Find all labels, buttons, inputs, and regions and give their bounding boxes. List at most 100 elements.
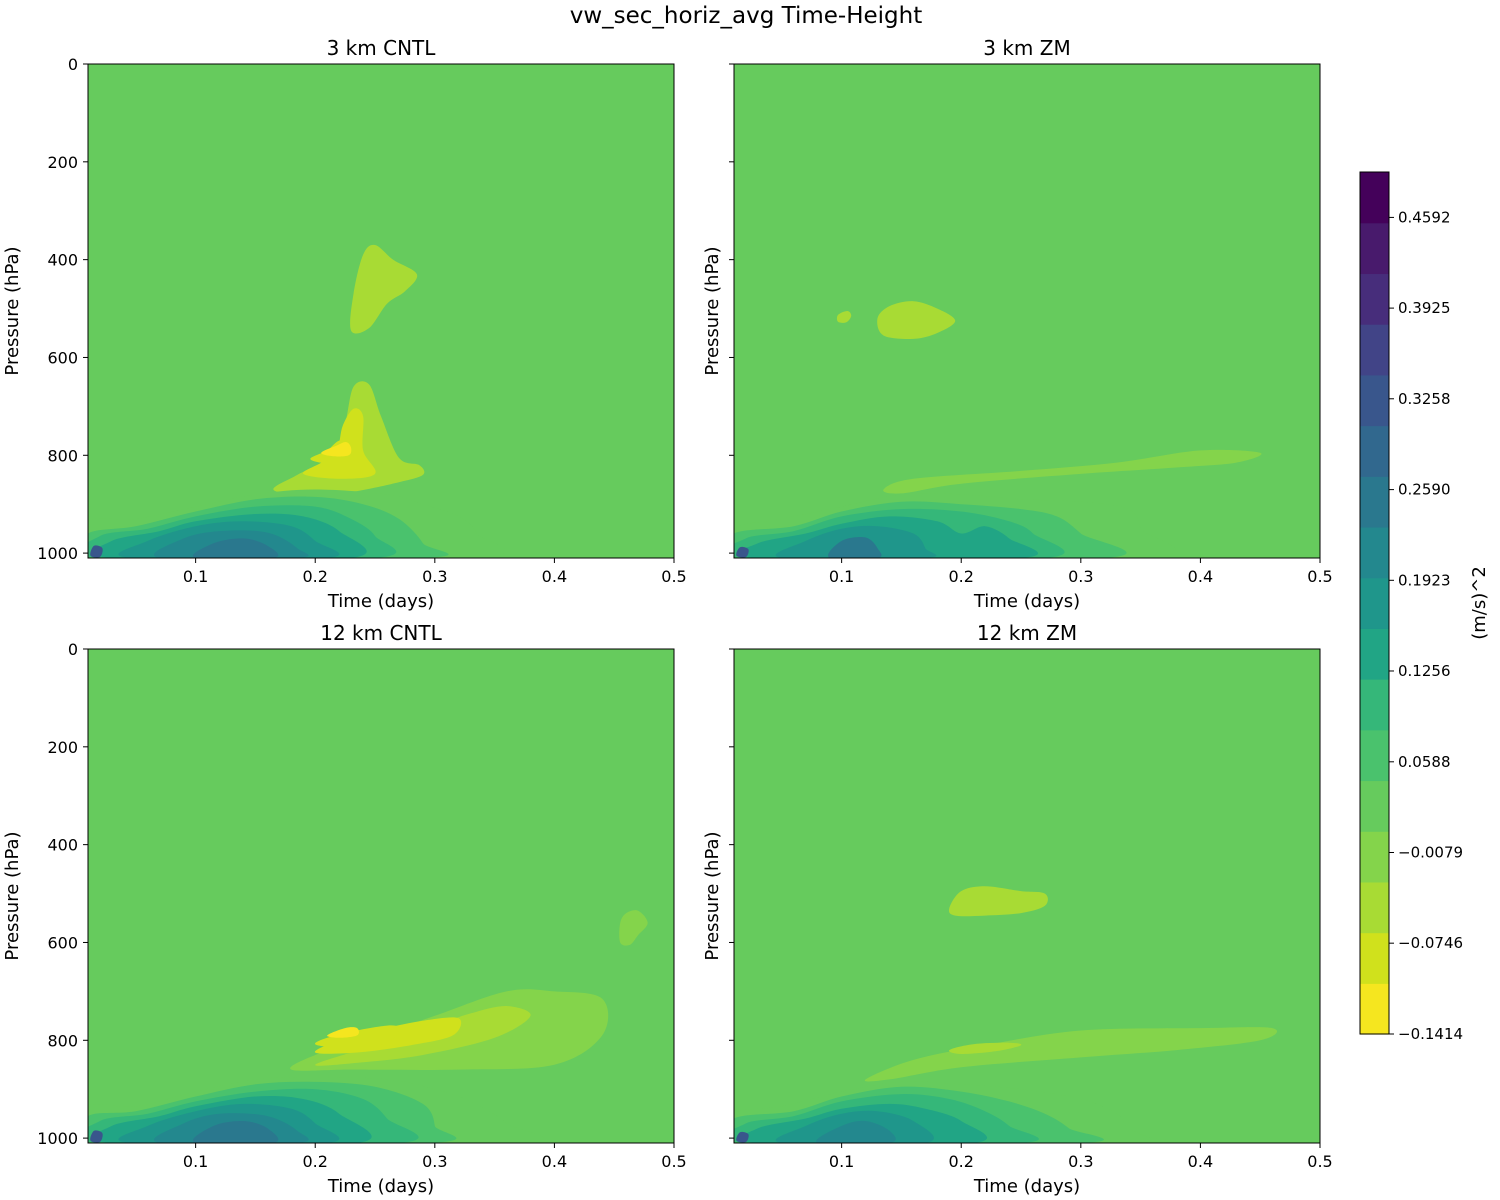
contour-region-negative — [327, 1027, 359, 1038]
panel-title: 3 km ZM — [983, 36, 1070, 60]
plot-background — [734, 64, 1320, 558]
y-tick-label: 400 — [47, 251, 78, 270]
panel-2: 3 km ZM 0.1 0.2 0.3 0.4 0.5 Time (days) Pressur… — [702, 36, 1333, 612]
colorbar-segment — [1360, 526, 1389, 579]
y-tick-label: 0 — [68, 640, 78, 659]
colorbar-segment — [1360, 374, 1389, 427]
x-tick-label: 0.1 — [829, 567, 854, 586]
x-tick-label: 0.4 — [542, 1152, 567, 1171]
x-tick-label: 0.3 — [1068, 1152, 1093, 1171]
colorbar-tick-label: 0.1923 — [1398, 571, 1451, 589]
contour-region-positive — [90, 545, 103, 558]
contour-region-negative — [877, 301, 956, 340]
figure-title: vw_sec_horiz_avg Time-Height — [570, 3, 923, 29]
colorbar-segment — [1360, 780, 1389, 832]
y-axis-label: Pressure (hPa) — [702, 831, 723, 960]
x-tick-label: 0.4 — [1188, 1152, 1213, 1171]
colorbar-segment — [1360, 983, 1389, 1035]
contour-fills — [734, 301, 1262, 558]
contour-region-positive — [193, 1120, 279, 1143]
colorbar-segment — [1360, 172, 1389, 224]
colorbar: −0.1414 −0.0746 −0.0079 0.0588 0.1256 0.1923 0… — [1359, 171, 1490, 1043]
contour-region-negative — [836, 310, 852, 323]
contour-region-negative — [321, 442, 352, 457]
colorbar-segment — [1360, 324, 1389, 376]
contour-region-positive — [90, 1130, 103, 1143]
x-tick-label: 0.1 — [183, 567, 208, 586]
y-tick-label: 1000 — [37, 544, 78, 563]
x-tick-label: 0.5 — [1307, 1152, 1332, 1171]
panels: 3 km CNTL 0.1 0.2 0.3 0.4 0.5 Time (days) 0 200 4… — [2, 36, 1333, 1197]
contour-region-negative — [315, 1025, 399, 1048]
x-tick-label: 0.2 — [948, 1152, 973, 1171]
y-tick-label: 800 — [47, 446, 78, 465]
colorbar-segment — [1360, 273, 1389, 325]
x-tick-label: 0.5 — [1307, 567, 1332, 586]
y-tick-label: 800 — [47, 1031, 78, 1050]
contour-fills — [734, 886, 1278, 1143]
x-tick-label: 0.2 — [948, 567, 973, 586]
panel-3: 12 km CNTL 0.1 0.2 0.3 0.4 0.5 Time (days) 0 200… — [2, 621, 687, 1197]
plot-frame — [87, 63, 675, 559]
colorbar-label: (m/s)^2 — [1469, 566, 1490, 640]
colorbar-segment — [1360, 222, 1389, 275]
colorbar-segment — [1360, 476, 1389, 528]
contour-fills — [88, 910, 648, 1143]
x-tick-label: 0.3 — [1068, 567, 1093, 586]
plot-frame — [733, 648, 1321, 1144]
colorbar-segment — [1360, 729, 1389, 782]
panel-1: 3 km CNTL 0.1 0.2 0.3 0.4 0.5 Time (days) 0 200 4… — [2, 36, 687, 612]
y-tick-label: 400 — [47, 836, 78, 855]
contour-region-negative — [350, 244, 418, 334]
colorbar-frame — [1359, 171, 1390, 1035]
panel-title: 3 km CNTL — [327, 36, 437, 60]
x-tick-label: 0.3 — [422, 567, 447, 586]
y-axis-label: Pressure (hPa) — [2, 831, 23, 960]
colorbar-tick-label: 0.0588 — [1398, 753, 1451, 771]
y-tick-label: 600 — [47, 348, 78, 367]
x-axis-label: Time (days) — [973, 591, 1080, 612]
x-tick-label: 0.1 — [829, 1152, 854, 1171]
panel-title: 12 km ZM — [977, 621, 1077, 645]
y-axis-label: Pressure (hPa) — [2, 246, 23, 375]
y-tick-label: 200 — [47, 738, 78, 757]
y-tick-label: 200 — [47, 153, 78, 172]
colorbar-tick-label: −0.0746 — [1398, 934, 1463, 952]
y-tick-label: 1000 — [37, 1129, 78, 1148]
x-axis-label: Time (days) — [327, 1176, 434, 1197]
colorbar-tick-label: 0.1256 — [1398, 662, 1451, 680]
contour-region-positive — [736, 546, 749, 558]
colorbar-segment — [1360, 679, 1389, 731]
contour-region-negative — [948, 886, 1048, 917]
contour-region-positive — [828, 537, 882, 558]
contour-fills — [88, 244, 507, 558]
colorbar-tick-label: −0.0079 — [1398, 843, 1463, 861]
contour-region-negative — [619, 910, 648, 946]
x-tick-label: 0.5 — [661, 1152, 686, 1171]
panel-4: 12 km ZM 0.1 0.2 0.3 0.4 0.5 Time (days) Pressu… — [702, 621, 1333, 1197]
x-axis-label: Time (days) — [973, 1176, 1080, 1197]
colorbar-segment — [1360, 831, 1389, 883]
x-tick-label: 0.1 — [183, 1152, 208, 1171]
colorbar-segment — [1360, 577, 1389, 629]
colorbar-tick-label: 0.3258 — [1398, 390, 1451, 408]
x-axis-label: Time (days) — [327, 591, 434, 612]
contour-region-positive — [816, 1120, 896, 1143]
colorbar-tick-label: 0.4592 — [1398, 208, 1451, 226]
colorbar-segment — [1360, 881, 1389, 934]
x-tick-label: 0.2 — [302, 567, 327, 586]
colorbar-tick-label: 0.3925 — [1398, 299, 1451, 317]
colorbar-segment — [1360, 628, 1389, 680]
plot-frame — [733, 63, 1321, 559]
x-tick-label: 0.5 — [661, 567, 686, 586]
x-tick-label: 0.3 — [422, 1152, 447, 1171]
contour-region-positive — [193, 538, 279, 558]
y-tick-label: 600 — [47, 933, 78, 952]
colorbar-segment — [1360, 425, 1389, 477]
contour-region-negative — [948, 1042, 1022, 1055]
contour-region-negative — [864, 1027, 1278, 1082]
contour-region-positive — [736, 1131, 749, 1143]
x-tick-label: 0.2 — [302, 1152, 327, 1171]
colorbar-tick-label: 0.2590 — [1398, 481, 1451, 499]
